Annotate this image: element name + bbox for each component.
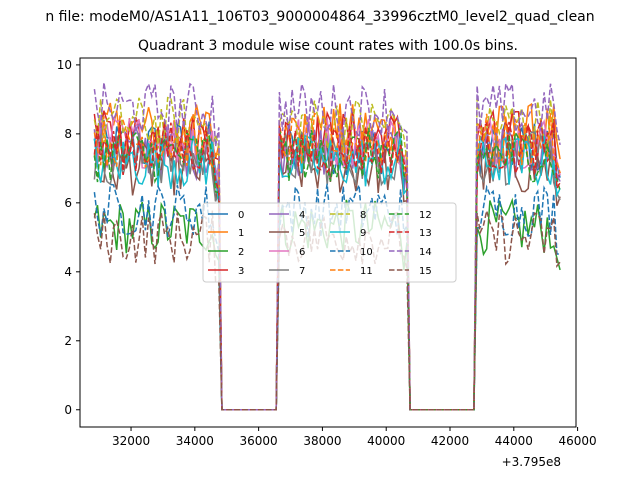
legend-label-2: 2 [238,247,244,258]
legend-label-7: 7 [299,266,305,277]
legend-label-8: 8 [360,210,366,221]
x-axis: 32000 34000 36000 38000 40000 42000 44000 46000 [112,427,597,448]
series-line-4 [93,121,561,411]
series-line-9 [93,134,561,411]
legend-label-3: 3 [238,266,244,277]
series-line-12 [93,125,561,411]
y-tick-label: 6 [64,196,72,210]
x-tick-label: 44000 [495,434,533,448]
y-tick-label: 4 [64,265,72,279]
legend-label-5: 5 [299,228,305,239]
legend-label-13: 13 [419,228,432,239]
x-tick-label: 38000 [303,434,341,448]
series-line-10 [93,182,561,411]
legend-label-11: 11 [360,266,373,277]
x-tick-label: 46000 [559,434,597,448]
suptitle: n file: modeM0/AS1A11_106T03_9000004864_… [45,9,594,25]
legend-label-6: 6 [299,247,305,258]
x-tick-label: 36000 [240,434,278,448]
x-tick-label: 40000 [367,434,405,448]
legend-frame [202,202,457,283]
series-line-14 [93,81,561,411]
x-tick-label: 32000 [112,434,150,448]
y-tick-label: 0 [64,403,72,417]
legend-label-12: 12 [419,210,432,221]
legend-label-10: 10 [360,247,373,258]
legend-label-14: 14 [419,247,432,258]
legend-label-0: 0 [238,210,244,221]
legend-label-4: 4 [299,210,305,221]
y-tick-label: 2 [64,334,72,348]
x-tick-label: 34000 [176,434,214,448]
legend-label-1: 1 [238,228,244,239]
y-axis: 0 2 4 6 8 10 [57,58,80,417]
legend-label-9: 9 [360,228,366,239]
x-tick-label: 42000 [431,434,469,448]
y-tick-label: 8 [64,127,72,141]
y-tick-label: 10 [57,58,72,72]
chart-title: Quadrant 3 module wise count rates with … [138,38,518,54]
series-line-13 [93,118,561,411]
axes-frame [79,57,577,428]
x-offset-label: +3.795e8 [502,455,561,469]
legend-label-15: 15 [419,266,432,277]
